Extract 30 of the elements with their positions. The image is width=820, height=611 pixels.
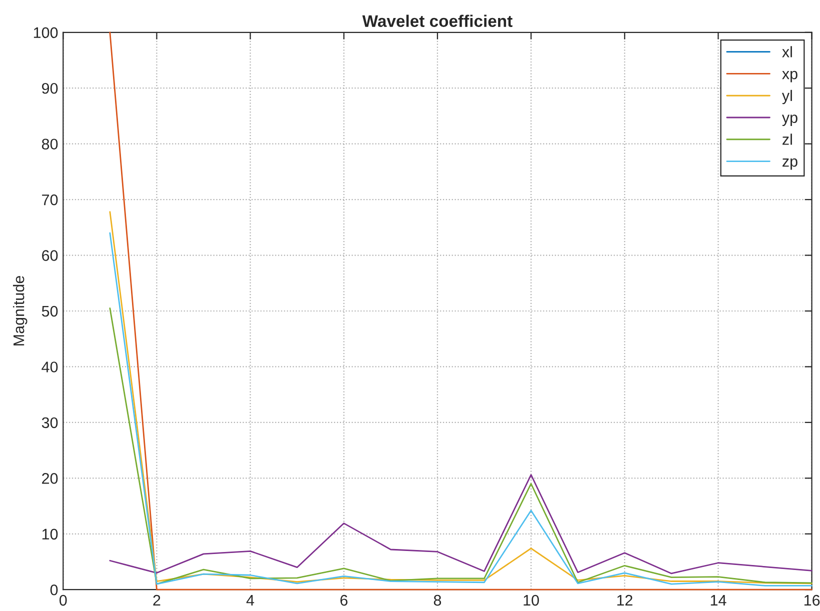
x-tick-label: 14: [710, 595, 726, 606]
y-tick-label: 30: [42, 417, 58, 428]
legend-label: xp: [782, 70, 798, 82]
y-tick-label: 50: [42, 306, 58, 317]
x-tick-label: 16: [804, 594, 820, 606]
x-tick-label: 6: [340, 594, 348, 606]
y-tick-label: 90: [42, 82, 58, 94]
x-tick-label: 10: [524, 594, 539, 606]
x-tick-label: 2: [153, 594, 160, 606]
line-series: [109, 474, 812, 574]
y-tick-label: 10: [42, 528, 58, 540]
y-tick-label: 20: [42, 473, 58, 484]
x-tick-label: 12: [617, 594, 632, 606]
legend-label: zl: [782, 134, 792, 145]
legend-label: yl: [782, 90, 792, 104]
y-tick-label: 60: [42, 250, 58, 261]
y-tick-label: 80: [42, 138, 58, 150]
legend-label: xl: [782, 46, 792, 58]
y-tick-label: 100: [34, 27, 58, 38]
legend-label: yp: [782, 114, 798, 126]
legend-label: zp: [782, 158, 798, 170]
y-tick-label: 70: [42, 194, 58, 206]
x-tick-label: 8: [434, 594, 442, 606]
y-tick-label: 40: [42, 362, 58, 372]
x-tick-label: 0: [59, 594, 67, 606]
x-tick-label: 4: [246, 595, 254, 606]
y-axis-title: Magnitude: [12, 276, 28, 346]
line-series: [109, 308, 812, 585]
y-tick-label: 0: [50, 584, 58, 596]
chart-title: Wavelet coefficient: [362, 14, 512, 27]
